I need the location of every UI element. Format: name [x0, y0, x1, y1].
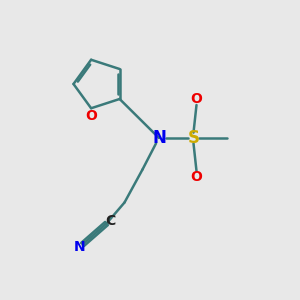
Text: C: C [105, 214, 115, 228]
Text: O: O [85, 109, 97, 123]
Text: O: O [190, 170, 202, 184]
Text: S: S [188, 129, 200, 147]
Text: N: N [152, 129, 166, 147]
Text: N: N [74, 240, 85, 254]
Text: O: O [190, 92, 202, 106]
